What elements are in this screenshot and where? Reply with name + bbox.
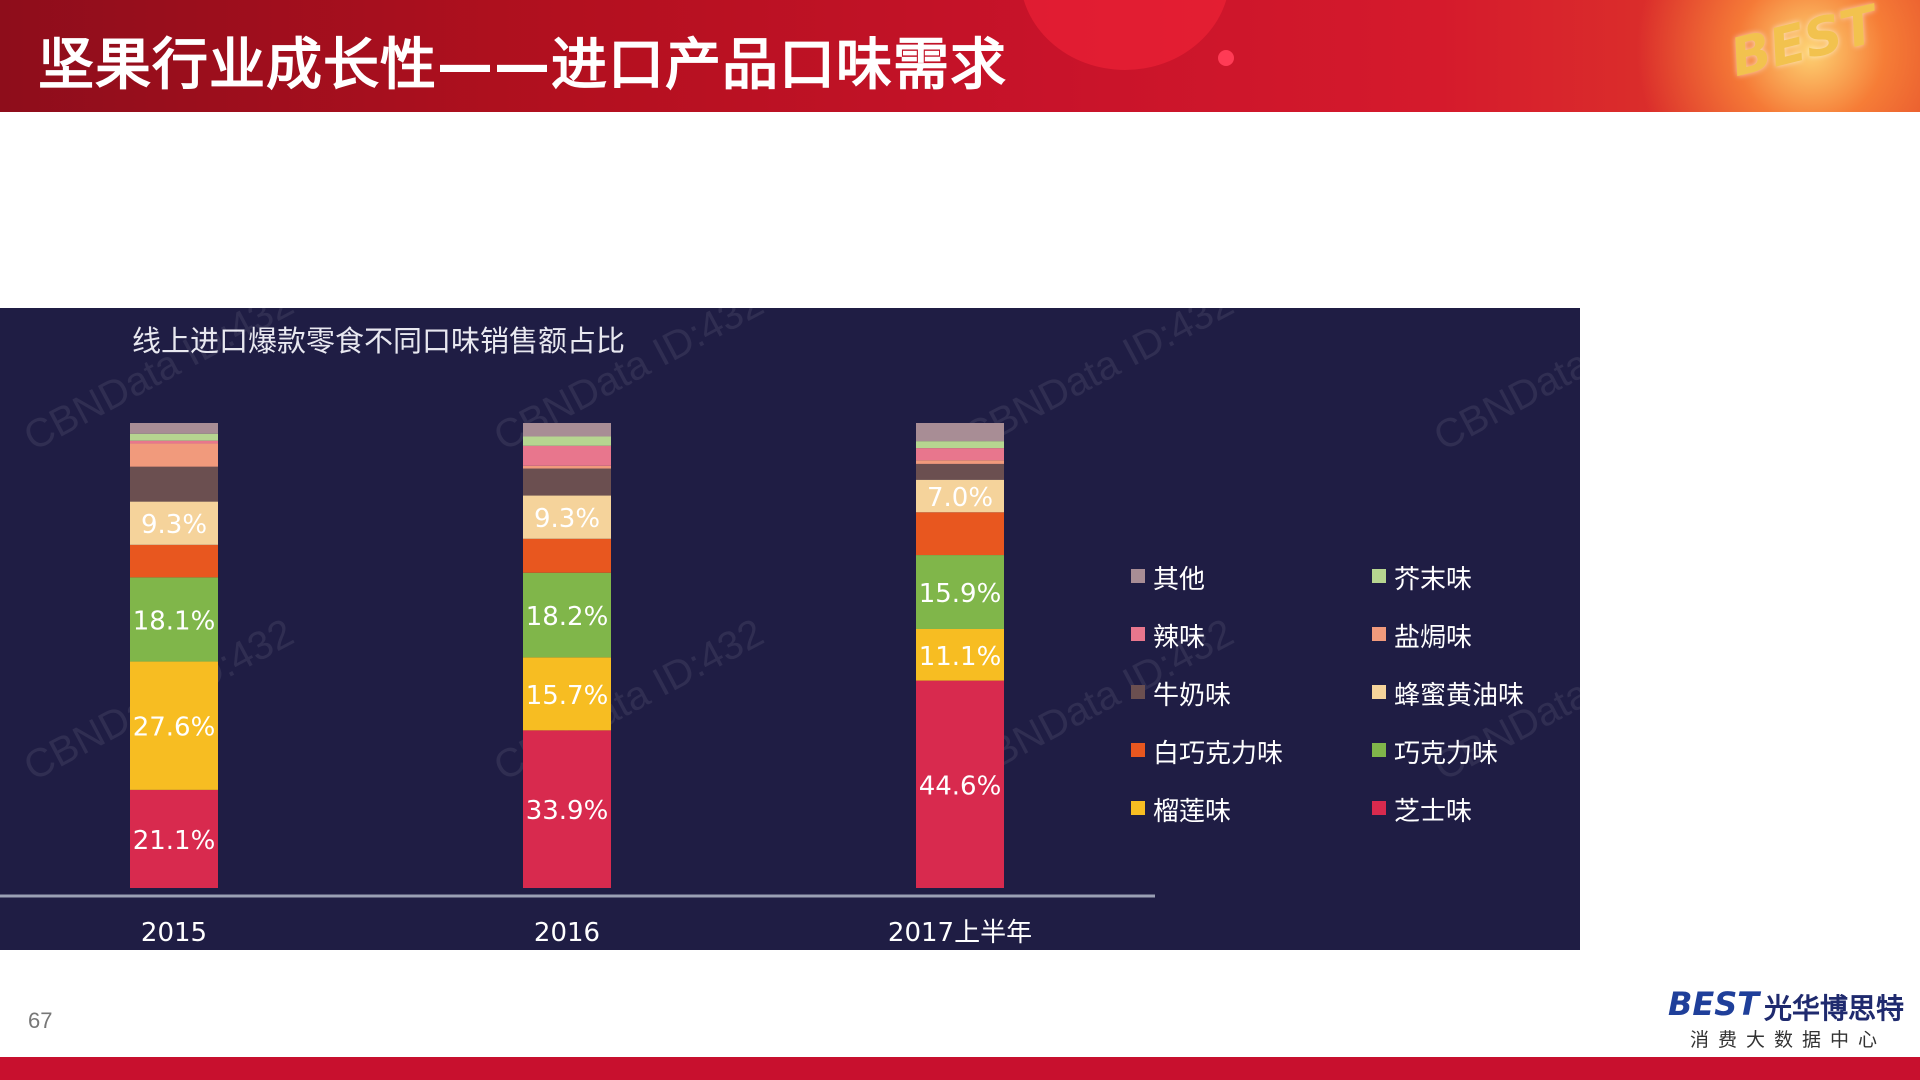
- bar-segment: [523, 436, 611, 446]
- bar-segment: [916, 460, 1004, 464]
- bar-segment: [130, 443, 218, 467]
- bar-segment: [523, 495, 611, 539]
- x-tick-label: 2016: [534, 918, 600, 948]
- data-label: 15.9%: [919, 579, 1002, 609]
- header-glow: [1020, 0, 1230, 70]
- legend-label: 辣味: [1153, 623, 1205, 653]
- x-tick-label: 2015: [141, 918, 207, 948]
- bar-segment: [130, 789, 218, 888]
- bar-segment: [523, 730, 611, 888]
- bar-segment: [916, 512, 1004, 556]
- legend-swatch: [1131, 801, 1145, 815]
- bar-segment: [916, 680, 1004, 888]
- bar-segment: [130, 440, 218, 444]
- page-title: 坚果行业成长性——进口产品口味需求: [38, 33, 1007, 98]
- bar-segment: [523, 465, 611, 469]
- bar-segment: [523, 538, 611, 573]
- bar-segment: [130, 433, 218, 441]
- legend-label: 巧克力味: [1394, 739, 1498, 769]
- bar-segment: [523, 572, 611, 658]
- header-dot: [1218, 50, 1234, 66]
- bar-segment: [130, 466, 218, 502]
- bar-segment: [916, 463, 1004, 480]
- brand-mark: BEST: [1668, 985, 1760, 1023]
- legend-swatch: [1372, 743, 1386, 757]
- data-label: 11.1%: [919, 642, 1002, 672]
- legend-label: 芝士味: [1394, 797, 1472, 827]
- legend-swatch: [1372, 627, 1386, 641]
- bar-segment: [523, 423, 611, 437]
- legend-swatch: [1131, 569, 1145, 583]
- legend-label: 白巧克力味: [1153, 739, 1283, 769]
- chart-title: 线上进口爆款零食不同口味销售额占比: [132, 324, 626, 358]
- stacked-bar-chart: 21.1% 27.6% 18.1% 9.3% 2015 33.9% 15.7% 18.2% 9.…: [0, 423, 1524, 948]
- data-label: 9.3%: [141, 510, 207, 540]
- bar-segment: [916, 555, 1004, 629]
- bar-segment: [916, 479, 1004, 513]
- company-logo: BEST 光华博思特 消费大数据中心: [1668, 985, 1908, 1051]
- data-label: 21.1%: [133, 826, 216, 856]
- legend-swatch: [1372, 801, 1386, 815]
- brand-subtitle: 消费大数据中心: [1690, 1029, 1887, 1051]
- legend-label: 榴莲味: [1153, 797, 1231, 827]
- legend-swatch: [1372, 569, 1386, 583]
- page-number: 67: [28, 1008, 53, 1033]
- bar-segment: [523, 657, 611, 731]
- bar-segment: [130, 661, 218, 790]
- data-label: 7.0%: [927, 483, 993, 513]
- data-label: 18.2%: [526, 602, 609, 632]
- legend-swatch: [1131, 685, 1145, 699]
- legend-label: 牛奶味: [1153, 681, 1231, 711]
- bar-segment: [130, 423, 218, 434]
- bar-segment: [130, 577, 218, 662]
- bar-segment: [523, 445, 611, 466]
- data-label: 18.1%: [133, 606, 216, 636]
- legend-swatch: [1131, 627, 1145, 641]
- data-label: 9.3%: [534, 504, 600, 534]
- bar-segment: [130, 501, 218, 545]
- legend-label: 芥末味: [1394, 565, 1472, 595]
- bar-segment: [916, 628, 1004, 681]
- legend-swatch: [1131, 743, 1145, 757]
- data-label: 44.6%: [919, 771, 1002, 801]
- bar-segment: [523, 468, 611, 496]
- bar-segment: [916, 441, 1004, 449]
- header-banner: 坚果行业成长性——进口产品口味需求 BEST: [0, 0, 1920, 112]
- footer-bar: [0, 1057, 1920, 1080]
- bar-segment: [916, 448, 1004, 461]
- data-label: 33.9%: [526, 796, 609, 826]
- legend-label: 其他: [1153, 565, 1205, 595]
- legend-label: 盐焗味: [1394, 623, 1472, 653]
- data-label: 15.7%: [526, 681, 609, 711]
- legend-swatch: [1372, 685, 1386, 699]
- x-tick-label: 2017上半年: [888, 918, 1032, 948]
- chart-panel: CBNData ID:432 CBNData ID:432 CBNData ID…: [0, 308, 1580, 950]
- bar-segment: [916, 423, 1004, 442]
- brand-name: 光华博思特: [1764, 992, 1905, 1025]
- data-label: 27.6%: [133, 713, 216, 743]
- legend-label: 蜂蜜黄油味: [1394, 681, 1524, 711]
- bar-segment: [130, 544, 218, 578]
- header-sunburst: [1600, 0, 1920, 112]
